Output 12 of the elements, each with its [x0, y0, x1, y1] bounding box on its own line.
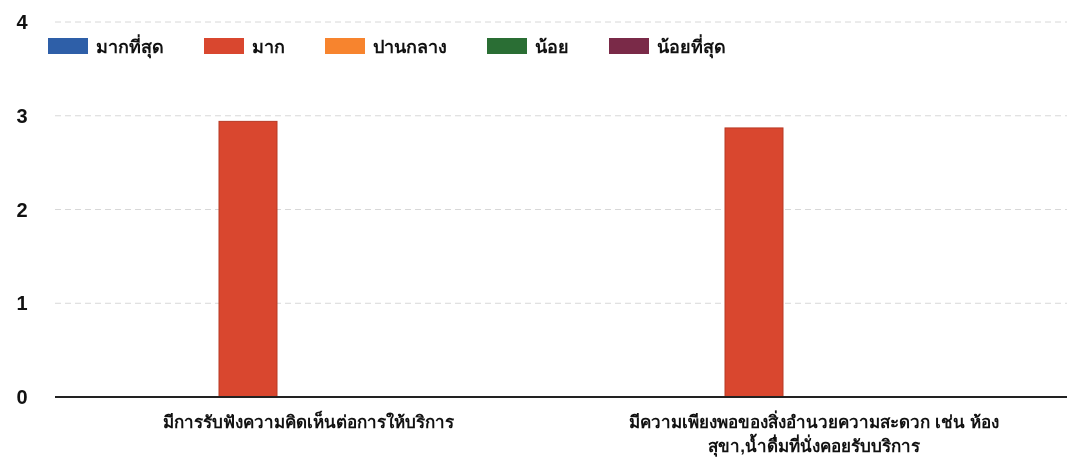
- legend-label: น้อย: [535, 37, 569, 57]
- y-tick-label: 4: [16, 11, 29, 33]
- legend-label: น้อยที่สุด: [657, 34, 726, 59]
- y-tick-label: 0: [16, 386, 28, 408]
- y-tick-label: 2: [16, 198, 28, 221]
- y-tick-label: 3: [16, 104, 28, 127]
- legend-label: ปานกลาง: [373, 37, 447, 57]
- legend-label: มาก: [252, 37, 285, 57]
- y-tick-label: 1: [16, 292, 28, 315]
- legend-label: มากที่สุด: [96, 34, 164, 59]
- x-tick-label: มีความเพียงพอของสิ่งอำนวยความสะดวก เช่น ห้อง สุขา,น้ำดื่มที่นั่งคอยรับบริการ: [629, 410, 999, 457]
- x-tick-label: มีการรับฟังความคิดเห็นต่อการให้บริการ: [162, 410, 455, 432]
